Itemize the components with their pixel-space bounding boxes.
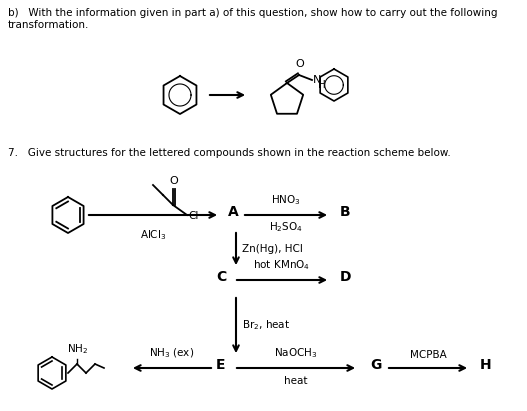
Text: MCPBA: MCPBA — [409, 350, 446, 360]
Text: Cl: Cl — [188, 211, 198, 221]
Text: transformation.: transformation. — [8, 20, 90, 30]
Text: NH$_3$ (ex): NH$_3$ (ex) — [149, 346, 194, 360]
Text: O: O — [296, 59, 305, 69]
Text: NH$_2$: NH$_2$ — [67, 342, 89, 356]
Text: C: C — [216, 270, 226, 284]
Text: H$_2$SO$_4$: H$_2$SO$_4$ — [269, 220, 303, 234]
Text: H: H — [480, 358, 492, 372]
Text: hot KMnO$_4$: hot KMnO$_4$ — [253, 258, 310, 272]
Text: E: E — [216, 358, 226, 372]
Text: B: B — [340, 205, 350, 219]
Text: G: G — [370, 358, 382, 372]
Text: b)   With the information given in part a) of this question, show how to carry o: b) With the information given in part a)… — [8, 8, 497, 18]
Text: HNO$_3$: HNO$_3$ — [271, 193, 301, 207]
Text: H: H — [318, 80, 326, 90]
Text: 7.   Give structures for the lettered compounds shown in the reaction scheme bel: 7. Give structures for the lettered comp… — [8, 148, 451, 158]
Text: AlCl$_3$: AlCl$_3$ — [140, 228, 166, 242]
Text: Zn(Hg), HCl: Zn(Hg), HCl — [242, 244, 303, 254]
Text: NaOCH$_3$: NaOCH$_3$ — [274, 346, 318, 360]
Text: heat: heat — [284, 376, 308, 386]
Text: A: A — [228, 205, 239, 219]
Text: N: N — [313, 75, 321, 85]
Text: O: O — [170, 176, 178, 186]
Text: D: D — [340, 270, 352, 284]
Text: Br$_2$, heat: Br$_2$, heat — [242, 319, 290, 332]
